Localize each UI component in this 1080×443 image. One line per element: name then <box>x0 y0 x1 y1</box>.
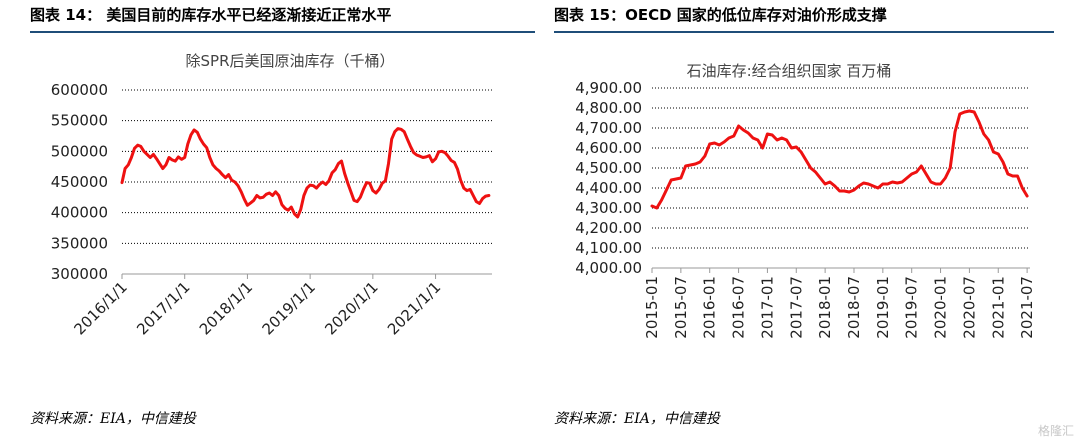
left-series-line <box>120 127 491 219</box>
right-figure-title: 图表 15：OECD 国家的低位库存对油价形成支撑 <box>554 6 887 24</box>
right-y-tick-label: 4,700.00 <box>575 119 642 137</box>
left-y-tick-label: 600000 <box>51 81 108 99</box>
right-x-axis: 2015-01 2015-07 2016-01 2016-07 2017-01 2017-… <box>643 267 1036 339</box>
left-title-rule <box>30 31 535 33</box>
right-x-tick-label: 2016-07 <box>730 276 748 339</box>
right-title-rule <box>554 31 1054 33</box>
left-source-note: 资料来源：EIA，中信建投 <box>30 411 196 427</box>
right-grid <box>652 87 1030 249</box>
left-series <box>120 127 491 219</box>
left-y-tick-label: 350000 <box>51 234 108 252</box>
right-source-note: 资料来源：EIA，中信建投 <box>554 411 720 427</box>
right-x-tick-label: 2017-01 <box>758 276 776 339</box>
right-x-tick-label: 2021-01 <box>989 276 1007 339</box>
right-series-line <box>650 109 1029 210</box>
right-x-tick-label: 2017-07 <box>787 276 805 339</box>
right-x-tick-label: 2015-07 <box>672 276 690 339</box>
right-y-axis: 4,000.00 4,100.00 4,200.00 4,300.00 4,400.00… <box>575 79 642 277</box>
left-chart-title: 除SPR后美国原油库存（千桶） <box>186 52 395 70</box>
right-x-tick-label: 2020-01 <box>932 276 950 339</box>
right-x-tick-label: 2020-07 <box>960 276 978 339</box>
watermark-text: 格隆汇 <box>1037 424 1074 438</box>
right-y-tick-label: 4,900.00 <box>575 79 642 97</box>
right-y-tick-label: 4,300.00 <box>575 199 642 217</box>
left-y-tick-label: 550000 <box>51 112 108 130</box>
left-y-tick-label: 500000 <box>51 142 108 160</box>
right-x-tick-label: 2018-01 <box>816 276 834 339</box>
left-y-tick-label: 450000 <box>51 173 108 191</box>
left-y-axis: 300000 350000 400000 450000 500000 550000 6000… <box>51 81 108 283</box>
right-y-tick-label: 4,200.00 <box>575 219 642 237</box>
right-y-tick-label: 4,600.00 <box>575 139 642 157</box>
oecd-oil-inventory-chart: 石油库存:经合组织国家 百万桶 4,000.00 4,100.00 4,200.00… <box>575 62 1036 339</box>
left-y-tick-label: 300000 <box>51 265 108 283</box>
right-y-tick-label: 4,500.00 <box>575 159 642 177</box>
right-y-tick-label: 4,400.00 <box>575 179 642 197</box>
right-x-tick-label: 2019-07 <box>903 276 921 339</box>
right-y-tick-label: 4,100.00 <box>575 239 642 257</box>
right-y-tick-label: 4,800.00 <box>575 99 642 117</box>
right-series <box>650 109 1029 210</box>
right-x-tick-label: 2018-07 <box>845 276 863 339</box>
right-x-tick-label: 2015-01 <box>643 276 661 339</box>
right-x-tick-label: 2021-07 <box>1018 276 1036 339</box>
us-crude-inventory-chart: 除SPR后美国原油库存（千桶） 300000 350000 400000 450000… <box>51 52 492 338</box>
right-y-tick-label: 4,000.00 <box>575 259 642 277</box>
right-x-tick-label: 2019-01 <box>874 276 892 339</box>
left-figure-title: 图表 14： 美国目前的库存水平已经逐渐接近正常水平 <box>30 6 392 24</box>
left-y-tick-label: 400000 <box>51 204 108 222</box>
right-chart-title: 石油库存:经合组织国家 百万桶 <box>687 62 892 80</box>
right-x-tick-label: 2016-01 <box>701 276 719 339</box>
